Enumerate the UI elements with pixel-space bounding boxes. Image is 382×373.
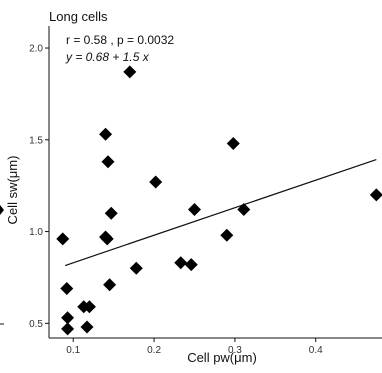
data-point	[61, 311, 75, 325]
data-point	[100, 232, 114, 246]
x-tick-label: 0.2	[147, 345, 161, 356]
data-point	[226, 136, 240, 150]
y-axis-label: Cell sw(μm)	[5, 156, 20, 225]
data-point	[187, 203, 201, 217]
data-point	[220, 228, 234, 242]
data-point	[80, 320, 94, 334]
y-tick-label: 1.5	[29, 135, 43, 146]
axes	[48, 26, 382, 339]
chart-title: Long cells	[49, 9, 108, 24]
data-point	[174, 256, 188, 270]
data-point	[99, 127, 113, 141]
data-point	[82, 300, 96, 314]
data-point	[60, 281, 74, 295]
y-tick-label: 1.0	[29, 227, 43, 238]
y-tick-label: 0.5	[29, 319, 43, 330]
x-tick-label: 0.3	[228, 345, 242, 356]
x-ticks: 0.1 0.2 0.3 0.4	[66, 338, 323, 356]
data-point	[129, 261, 143, 275]
regression-line	[64, 158, 377, 267]
data-point	[56, 232, 70, 246]
data-point	[369, 188, 382, 202]
y-ticks: 0.5 1.0 1.5 2.0	[29, 44, 49, 330]
x-tick-label: 0.1	[66, 345, 80, 356]
data-point	[101, 155, 115, 169]
data-point	[184, 258, 198, 272]
data-point	[123, 65, 137, 79]
data-point	[61, 322, 75, 336]
data-points	[56, 65, 382, 336]
adjacent-panel-fragment	[0, 205, 4, 325]
correlation-annotation: r = 0.58 , p = 0.0032	[66, 33, 174, 47]
regression-equation: y = 0.68 + 1.5 x	[65, 50, 150, 64]
x-tick-label: 0.4	[309, 345, 323, 356]
data-point	[149, 175, 163, 189]
data-point	[103, 278, 117, 292]
data-point	[104, 206, 118, 220]
x-axis-label: Cell pw(μm)	[187, 350, 257, 365]
data-point	[237, 203, 251, 217]
y-tick-label: 2.0	[29, 44, 43, 55]
